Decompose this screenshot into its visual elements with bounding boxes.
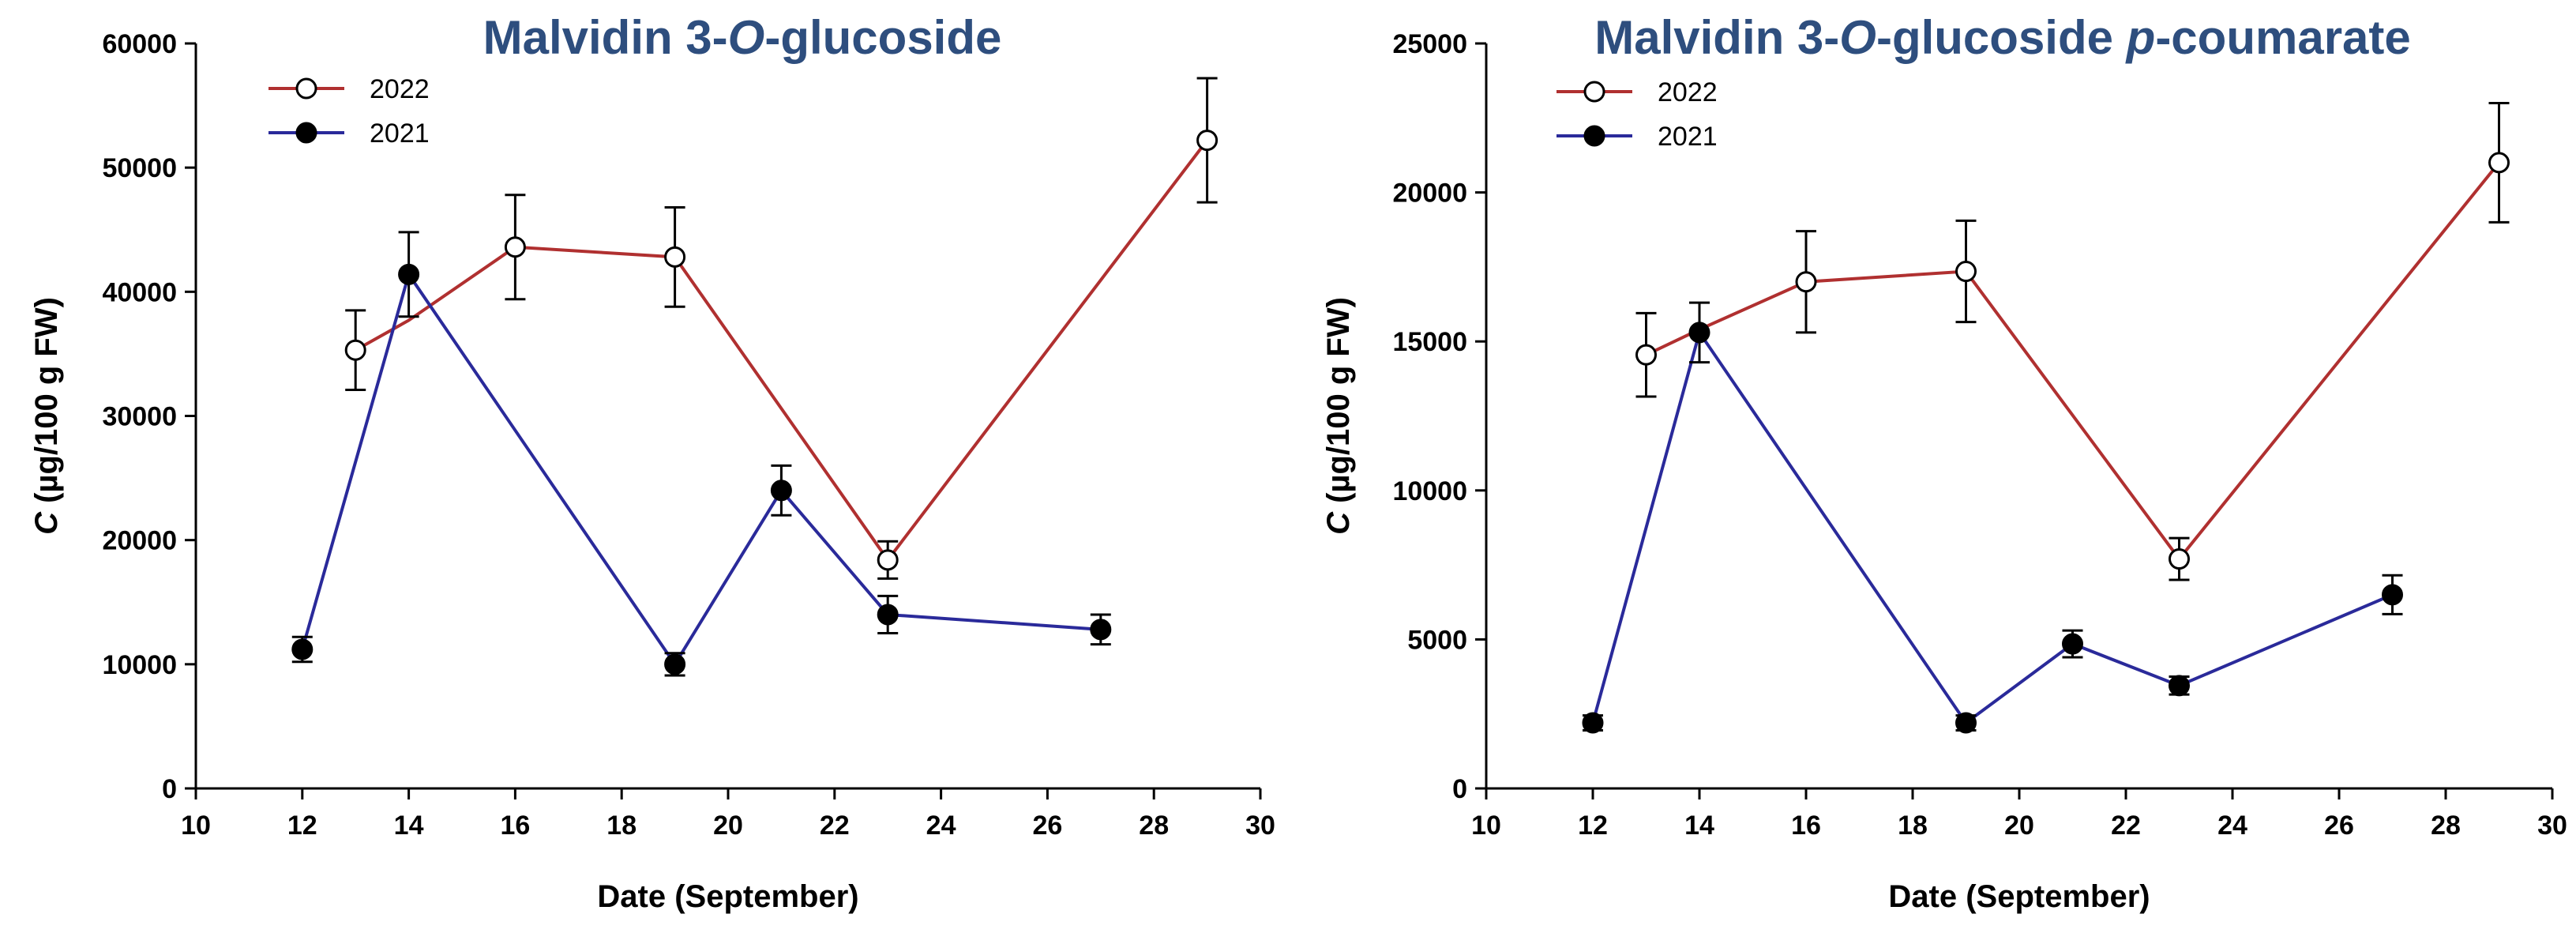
series-2021-point	[2169, 675, 2190, 697]
series-2022-point	[2169, 548, 2190, 570]
y-tick-label: 20000	[102, 526, 177, 556]
x-tick-label: 10	[181, 811, 211, 841]
x-tick-label: 20	[713, 811, 743, 841]
y-tick-label: 0	[1452, 774, 1467, 804]
series-2022-point	[877, 549, 899, 571]
y-axis-label: C (µg/100 g FW)	[1321, 297, 1356, 535]
y-tick-label: 10000	[1392, 476, 1467, 506]
y-tick-label: 5000	[1407, 625, 1467, 655]
y-tick-label: 60000	[102, 29, 177, 59]
y-tick-label: 20000	[1392, 179, 1467, 209]
x-tick-label: 14	[1684, 811, 1714, 841]
series-2021-point	[2062, 633, 2083, 655]
series-2022-legend-label: 2022	[370, 74, 430, 104]
series-2022-legend-marker	[1583, 81, 1605, 103]
series-2022-legend-label: 2022	[1658, 77, 1718, 107]
chart-title: Malvidin 3-O-glucoside p-coumarate	[1594, 11, 2411, 64]
series-2021-point	[1090, 619, 1112, 641]
series-2021-point	[291, 638, 314, 660]
chart-title-part: -coumarate	[2155, 11, 2410, 64]
series-2021-point	[770, 480, 792, 502]
y-axis-label: C (µg/100 g FW)	[29, 297, 64, 535]
chart-title-part: Malvidin 3-	[483, 11, 728, 64]
chart-title-part: p	[2125, 11, 2156, 64]
series-2021-point	[1582, 712, 1604, 734]
y-axis-label-rest: (µg/100 g FW)	[29, 297, 64, 512]
series-2021-legend-marker	[1583, 125, 1605, 147]
series-2021-legend-label: 2021	[370, 118, 430, 149]
x-tick-label: 14	[394, 811, 424, 841]
x-tick-label: 22	[820, 811, 850, 841]
series-2022-point	[2488, 152, 2510, 174]
chart-title-part: -glucoside	[1876, 11, 2127, 64]
x-tick-label: 16	[500, 811, 530, 841]
series-2022-line	[355, 139, 1209, 563]
x-tick-label: 24	[926, 811, 956, 841]
y-tick-label: 30000	[102, 402, 177, 432]
x-tick-label: 12	[1578, 811, 1608, 841]
chart-title-part: O	[1839, 11, 1876, 64]
y-tick-label: 0	[162, 774, 177, 804]
chart-title-part: -glucoside	[764, 11, 1001, 64]
y-axis-label-italic: C	[1321, 511, 1356, 535]
chart-title-part: O	[728, 11, 765, 64]
x-axis-label: Date (September)	[1888, 879, 2150, 914]
series-2022-point	[664, 246, 686, 268]
x-tick-label: 22	[2111, 811, 2141, 841]
series-2022-point	[1955, 261, 1977, 283]
series-2022-line	[1645, 161, 2501, 562]
chart-title-part: Malvidin 3-	[1594, 11, 1839, 64]
x-tick-label: 20	[2004, 811, 2034, 841]
x-tick-label: 16	[1791, 811, 1821, 841]
y-tick-label: 25000	[1392, 29, 1467, 59]
chart-title: Malvidin 3-O-glucoside	[483, 11, 1002, 64]
chart-malvidin-glucoside-p-coumarate: Malvidin 3-O-glucoside p-coumarate 10 12 14…	[1321, 11, 2567, 914]
series-2021-point	[877, 604, 899, 626]
x-tick-label: 30	[1245, 811, 1275, 841]
x-tick-label: 28	[1139, 811, 1169, 841]
series-2021-point	[2382, 584, 2403, 606]
y-tick-label: 50000	[102, 153, 177, 183]
series-2021-point	[664, 653, 686, 675]
y-tick-label: 40000	[102, 277, 177, 307]
x-tick-label: 18	[1898, 811, 1928, 841]
x-tick-label: 28	[2431, 811, 2461, 841]
series-2022-point	[1635, 344, 1657, 366]
series-2021-line	[300, 270, 1101, 668]
series-2021-line	[1591, 329, 2394, 725]
series-2021-point	[398, 263, 420, 285]
x-tick-label: 26	[1032, 811, 1062, 841]
series-2021-legend-marker	[295, 122, 317, 144]
series-2021-point	[1955, 712, 1977, 734]
x-tick-label: 26	[2324, 811, 2354, 841]
x-tick-label: 18	[606, 811, 636, 841]
series-2022-legend-marker	[295, 77, 317, 100]
series-2022-point	[344, 339, 366, 361]
series-2022-point	[1795, 271, 1817, 293]
y-axis-label-rest: (µg/100 g FW)	[1321, 297, 1356, 512]
y-tick-label: 15000	[1392, 327, 1467, 357]
y-tick-label: 10000	[102, 650, 177, 680]
x-axis-label: Date (September)	[597, 879, 858, 914]
series-2022-point	[504, 236, 526, 258]
series-2021-point	[1688, 322, 1710, 344]
x-tick-label: 24	[2217, 811, 2247, 841]
series-2022-point	[1196, 130, 1219, 152]
x-tick-label: 30	[2537, 811, 2567, 841]
x-tick-label: 10	[1471, 811, 1501, 841]
x-tick-label: 12	[287, 811, 317, 841]
series-2021-legend-label: 2021	[1658, 122, 1718, 152]
y-axis-label-italic: C	[29, 511, 64, 535]
